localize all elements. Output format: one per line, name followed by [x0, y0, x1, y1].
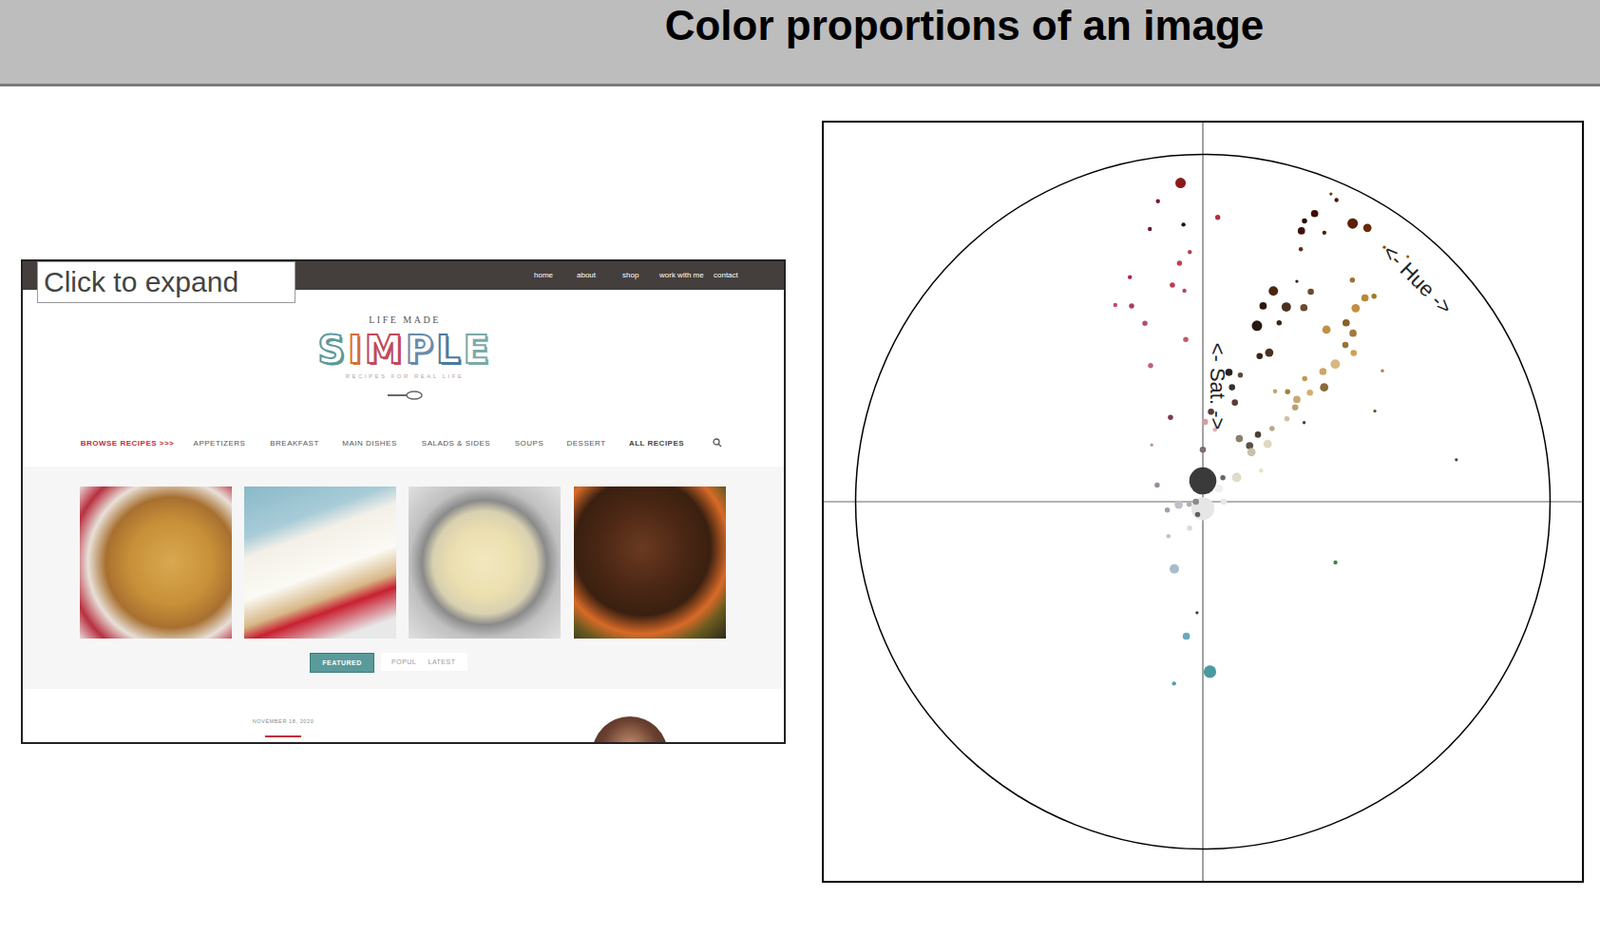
html-text:RECIPES FOR REAL LIFE: RECIPES FOR REAL LIFE [345, 373, 464, 380]
html-text:about: about [576, 270, 596, 280]
html-text:MAIN DISHES: MAIN DISHES [342, 438, 397, 448]
html-text:Color proportions of an image: Color proportions of an image [664, 1, 1264, 49]
html-text:APPETIZERS: APPETIZERS [193, 438, 246, 448]
html-text:NOVEMBER 18, 2020: NOVEMBER 18, 2020 [252, 718, 314, 724]
html-text:SALADS & SIDES: SALADS & SIDES [421, 438, 491, 448]
html-text:work with me: work with me [659, 270, 704, 280]
html-text:S I M P L E: S I M P L E [317, 327, 492, 372]
html-text:ALL RECIPES: ALL RECIPES [628, 438, 685, 448]
html-text:DESSERT: DESSERT [566, 438, 606, 448]
html-text:LIFE MADE: LIFE MADE [368, 314, 441, 325]
svg-text:<- Sat. ->: <- Sat. -> [1205, 342, 1230, 431]
html-text:shop: shop [622, 270, 639, 280]
html-text:home: home [533, 270, 553, 280]
html-text:Click to expand: Click to expand [43, 266, 239, 298]
html-text:POPULAR LATEST: POPULAR LATEST [391, 658, 456, 666]
html-text:FEATURED: FEATURED [322, 659, 362, 667]
html-text:BREAKFAST: BREAKFAST [270, 438, 320, 448]
svg-text:<- Hue ->: <- Hue -> [1377, 240, 1457, 320]
html-text:contact: contact [713, 270, 739, 280]
html-text:SOUPS: SOUPS [514, 438, 544, 448]
html-text:BROWSE RECIPES >>>: BROWSE RECIPES >>> [80, 438, 175, 448]
